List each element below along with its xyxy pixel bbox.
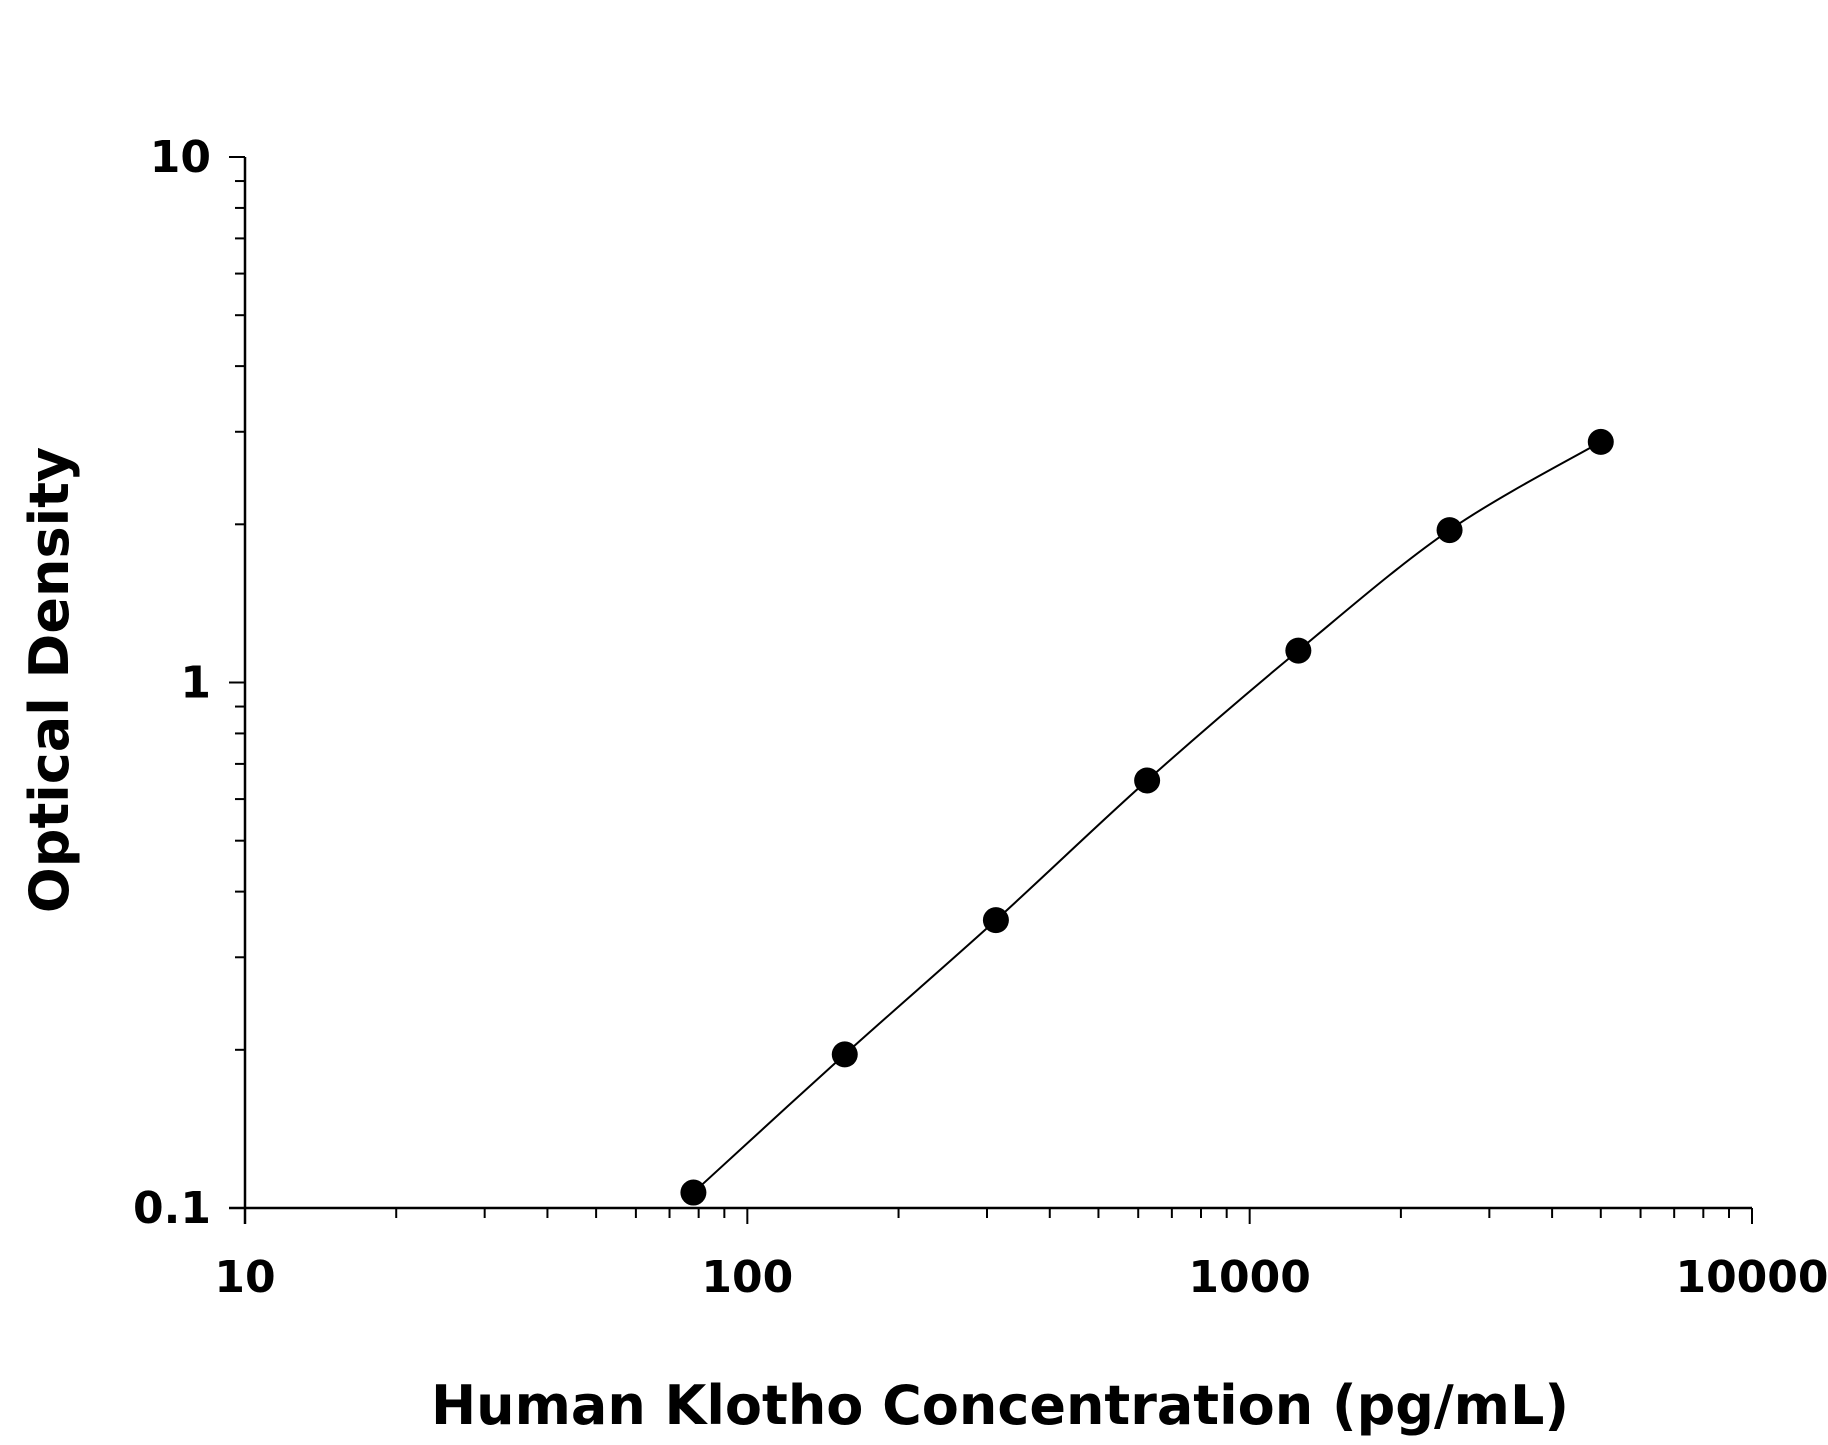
x-axis-label: Human Klotho Concentration (pg/mL): [431, 1374, 1569, 1437]
data-point: [831, 1041, 858, 1068]
data-points: [680, 428, 1614, 1206]
data-point: [1285, 637, 1312, 664]
x-tick-label: 100: [701, 1252, 793, 1303]
x-tick-label: 10: [214, 1252, 275, 1303]
y-axis-label: Optical Density: [18, 447, 81, 913]
axis-ticks: [229, 156, 1753, 1224]
tick-labels: 10 100 1000 10000 0.1 1 10: [133, 132, 1828, 1303]
x-tick-label: 1000: [1188, 1252, 1310, 1303]
y-tick-label: 1: [180, 658, 211, 709]
data-point: [1134, 767, 1161, 794]
data-point: [982, 907, 1009, 934]
data-point: [1436, 517, 1463, 544]
data-point: [680, 1179, 707, 1206]
y-tick-label: 0.1: [133, 1183, 211, 1234]
x-tick-label: 10000: [1675, 1252, 1828, 1303]
fit-curve: [692, 441, 1602, 1194]
axes: [229, 157, 1752, 1224]
data-point: [1587, 428, 1614, 455]
y-tick-label: 10: [150, 132, 211, 183]
